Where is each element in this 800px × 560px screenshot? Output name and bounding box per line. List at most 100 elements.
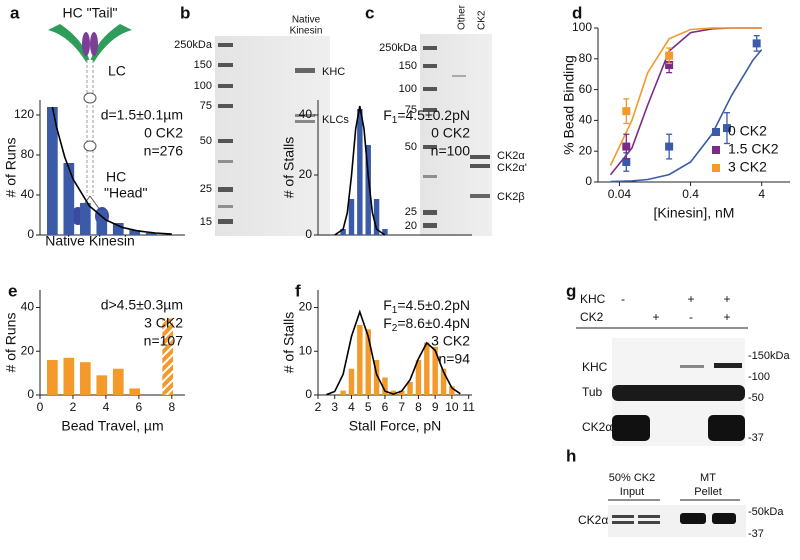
- annotation: 0 CK2: [144, 125, 183, 141]
- band-label: KHC: [322, 66, 345, 78]
- y-tick-label: 20: [21, 343, 35, 357]
- annotation: F1=4.5±0.2pN: [383, 297, 470, 316]
- fit-line: [610, 49, 763, 183]
- x-tick-label: 11: [462, 400, 475, 414]
- annotation-subscript: 1: [392, 305, 398, 316]
- marker-label: 25: [200, 183, 212, 195]
- sign: +: [723, 292, 730, 306]
- band-label: CK2α': [497, 162, 527, 174]
- y-tick-label: 40: [579, 113, 593, 127]
- annotation: 0 CK2: [431, 125, 470, 141]
- y-tick-label: 80: [21, 147, 35, 161]
- label: HC "Tail": [62, 5, 117, 21]
- annotation: F2=8.6±0.4pN: [383, 315, 470, 334]
- band: [712, 513, 736, 524]
- x-tick-label: 4: [348, 400, 355, 414]
- legend-label: 0 CK2: [728, 123, 767, 139]
- y-tick-label: 20: [299, 167, 313, 181]
- ladder: [218, 43, 233, 224]
- sign: +: [687, 292, 694, 306]
- marker-label: -100: [748, 371, 770, 383]
- band: [470, 194, 490, 198]
- bar: [96, 210, 108, 235]
- blot-g: KHC CK2 KHC Tub CK2α -150kDa -100 -50 -3…: [576, 292, 790, 446]
- band: [612, 521, 634, 524]
- x-tick-label: 5: [365, 400, 372, 414]
- marker-label: 100: [194, 80, 212, 92]
- bar: [390, 390, 397, 395]
- legend-label: 1.5 CK2: [728, 141, 779, 157]
- band: [612, 385, 745, 401]
- x-tick-label: 9: [432, 400, 439, 414]
- marker-label: 50: [405, 141, 417, 153]
- legend-swatch: [712, 146, 720, 154]
- bar: [129, 388, 141, 395]
- y-tick-label: 20: [299, 300, 313, 314]
- light-chain: [90, 32, 98, 56]
- marker-label: 75: [200, 100, 212, 112]
- y-tick-label: 0: [27, 387, 34, 401]
- panel-letter: b: [180, 3, 190, 22]
- bar: [407, 381, 413, 395]
- lane-label: CK2: [477, 10, 488, 30]
- panel-letter: a: [10, 3, 20, 22]
- fit-line: [51, 106, 172, 235]
- x-tick-label: 0.04: [608, 187, 632, 201]
- band: [452, 75, 466, 77]
- marker-label: 50: [200, 135, 212, 147]
- annotation: F1=4.5±0.2pN: [383, 107, 470, 126]
- annotation: n=94: [438, 351, 470, 367]
- annotation: n=276: [144, 143, 184, 159]
- point: [665, 60, 674, 69]
- legend-label: 3 CK2: [728, 159, 767, 175]
- bar: [129, 230, 141, 235]
- x-axis-label: Stall Force, pN: [349, 418, 442, 434]
- legend-swatch: [712, 128, 720, 136]
- label: LC: [108, 63, 126, 79]
- marker-label: -50kDa: [748, 506, 784, 518]
- x-tick-label: 3: [331, 400, 338, 414]
- bar: [63, 163, 75, 235]
- y-axis-label: % Bead Binding: [561, 55, 577, 155]
- band-label: Tub: [582, 385, 603, 399]
- lane-label: Native: [292, 15, 321, 26]
- bar: [348, 368, 355, 395]
- point: [622, 142, 631, 151]
- blot-h: 50% CK2 Input MT Pellet CK2α -50kDa -37: [578, 472, 784, 540]
- band: [295, 120, 315, 123]
- y-axis-label: # of Stalls: [281, 137, 297, 198]
- annotation-part: =4.5±0.2pN: [397, 297, 470, 313]
- x-tick-label: 4: [103, 400, 110, 414]
- band-label: KLCs: [322, 114, 349, 126]
- y-tick-label: 40: [21, 187, 35, 201]
- x-tick-label: 2: [315, 400, 322, 414]
- marker-label: 250kDa: [379, 42, 418, 54]
- bar: [79, 203, 91, 235]
- marker-label: 150: [194, 59, 212, 71]
- panel-letter: d: [572, 3, 582, 22]
- bar: [340, 390, 346, 395]
- x-tick-label: 8: [168, 400, 175, 414]
- sign: -: [689, 310, 693, 324]
- bar: [382, 377, 388, 395]
- bar: [112, 368, 124, 395]
- annotation-part: F: [383, 315, 392, 331]
- band: [714, 363, 742, 368]
- sign: +: [652, 310, 659, 324]
- annotation: 3 CK2: [431, 333, 470, 349]
- marker-label: 150: [399, 60, 417, 72]
- y-tick-label: 20: [579, 143, 593, 157]
- panel-letter: g: [566, 281, 576, 300]
- hinge: [83, 92, 97, 104]
- marker-label: -37: [748, 432, 764, 444]
- band: [612, 415, 650, 441]
- ladder: [423, 46, 437, 228]
- fit-line: [334, 105, 386, 236]
- band: [470, 155, 490, 159]
- marker-label: 100: [399, 83, 417, 95]
- x-tick-label: 0: [37, 400, 44, 414]
- bar: [357, 325, 363, 395]
- point: [722, 124, 731, 133]
- band-label: KHC: [582, 360, 608, 374]
- point: [665, 51, 674, 60]
